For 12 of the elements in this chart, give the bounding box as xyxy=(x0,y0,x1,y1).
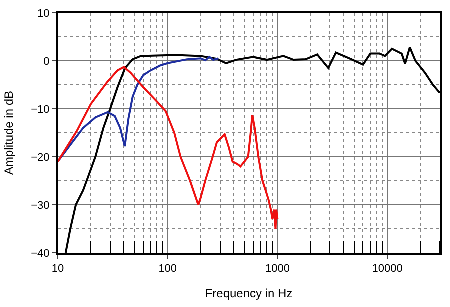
y-axis-title: Amplitude in dB xyxy=(2,90,16,176)
y-tick-label: −30 xyxy=(31,200,50,212)
x-tick-label: 10000 xyxy=(372,263,403,276)
x-tick-label: 10 xyxy=(52,263,64,276)
x-tick-label: 100 xyxy=(158,263,178,276)
x-axis-title: Frequency in Hz xyxy=(205,286,293,301)
y-tick-label: −20 xyxy=(31,152,50,164)
y-tick-label: 10 xyxy=(38,8,50,20)
y-tick-label: −40 xyxy=(31,248,50,260)
x-tick-label: 1000 xyxy=(265,263,290,276)
y-tick-label: −10 xyxy=(31,104,50,116)
y-tick-label: 0 xyxy=(44,56,50,68)
